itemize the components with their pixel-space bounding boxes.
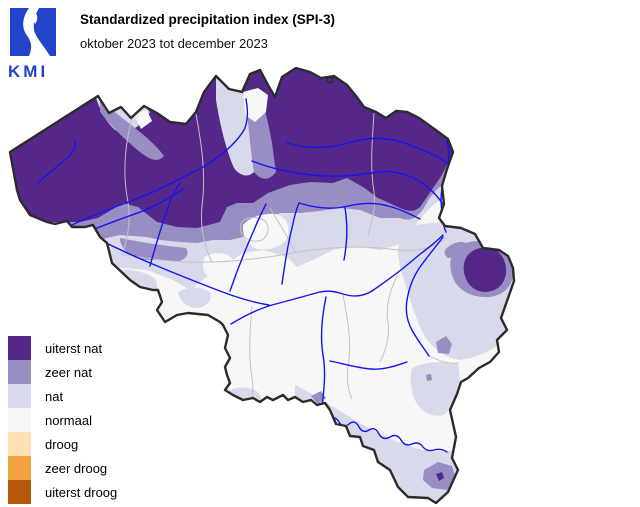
legend-item: zeer droog bbox=[8, 456, 178, 480]
river-senne bbox=[229, 203, 267, 292]
region-uiterstnat-south-dot bbox=[436, 472, 444, 481]
legend-item: normaal bbox=[8, 408, 178, 432]
province-border bbox=[429, 355, 460, 364]
legend-label: zeer nat bbox=[45, 364, 92, 380]
region-nat-luxembourg-patch bbox=[410, 361, 460, 416]
legend-swatch bbox=[8, 408, 31, 432]
region-zeernat-east-ring-nw bbox=[444, 242, 468, 258]
legend-item: droog bbox=[8, 432, 178, 456]
river-dijle bbox=[281, 202, 300, 285]
region-nat-semois-band bbox=[295, 385, 462, 503]
region-normaal-brussels-hole bbox=[242, 213, 289, 250]
kmi-logo-icon bbox=[10, 8, 56, 56]
province-border bbox=[342, 294, 353, 400]
legend-item: uiterst droog bbox=[8, 480, 178, 504]
river-campine-canal bbox=[286, 137, 448, 164]
kmi-logo-curl bbox=[33, 12, 38, 24]
legend-swatch bbox=[8, 360, 31, 384]
page-title: Standardized precipitation index (SPI-3) bbox=[80, 12, 336, 27]
province-border bbox=[367, 112, 375, 237]
river-ourthe bbox=[405, 236, 444, 357]
region-normaal-coast-spot bbox=[134, 110, 152, 129]
legend-swatch bbox=[8, 456, 31, 480]
legend-label: uiterst droog bbox=[45, 484, 118, 500]
river-gete bbox=[343, 207, 348, 261]
region-zeernat-ourthe-patch bbox=[436, 336, 452, 354]
legend-swatch bbox=[8, 336, 31, 360]
river-meuse bbox=[230, 234, 444, 325]
river-scheldt bbox=[67, 98, 249, 228]
rivers bbox=[37, 98, 450, 453]
river-ourthe-tributary bbox=[329, 360, 408, 370]
legend-label: uiterst nat bbox=[45, 340, 103, 356]
region-uiterstnat-east-blob bbox=[463, 247, 507, 292]
river-demer bbox=[298, 202, 421, 220]
kmi-logo: KMI bbox=[8, 8, 68, 82]
region-zeernat-coast-arc bbox=[100, 100, 164, 160]
enclave-dot bbox=[325, 76, 334, 84]
river-albert-canal bbox=[251, 160, 445, 207]
kmi-logo-right-shape bbox=[33, 8, 56, 56]
kmi-logo-text: KMI bbox=[8, 62, 49, 81]
legend: uiterst nat zeer nat nat normaal droog z… bbox=[8, 336, 178, 504]
belgium-country-border bbox=[8, 66, 516, 505]
legend-label: droog bbox=[45, 436, 79, 452]
region-nat-west-patch bbox=[114, 269, 158, 318]
river-dender bbox=[149, 182, 181, 267]
province-border bbox=[195, 113, 213, 263]
province-border bbox=[379, 273, 399, 363]
legend-item: uiterst nat bbox=[8, 336, 178, 360]
legend-item: zeer nat bbox=[8, 360, 178, 384]
legend-swatch bbox=[8, 384, 31, 408]
legend-swatch bbox=[8, 432, 31, 456]
legend-label: zeer droog bbox=[45, 460, 108, 476]
province-border bbox=[269, 207, 296, 253]
river-yser bbox=[37, 138, 76, 184]
region-nat-center-patch bbox=[178, 287, 211, 308]
region-zeernat-sw-notch bbox=[120, 238, 188, 262]
legend-label: nat bbox=[45, 388, 64, 404]
kmi-logo-left-shape bbox=[10, 8, 32, 56]
region-zeernat-tiny-dot bbox=[426, 374, 432, 381]
region-normaal-antwerp-spot bbox=[243, 88, 268, 122]
river-sambre bbox=[95, 237, 270, 306]
page-subtitle: oktober 2023 tot december 2023 bbox=[80, 36, 268, 51]
legend-swatch bbox=[8, 480, 31, 504]
province-border bbox=[121, 237, 447, 263]
legend-label: normaal bbox=[45, 412, 92, 428]
legend-item: nat bbox=[8, 384, 178, 408]
